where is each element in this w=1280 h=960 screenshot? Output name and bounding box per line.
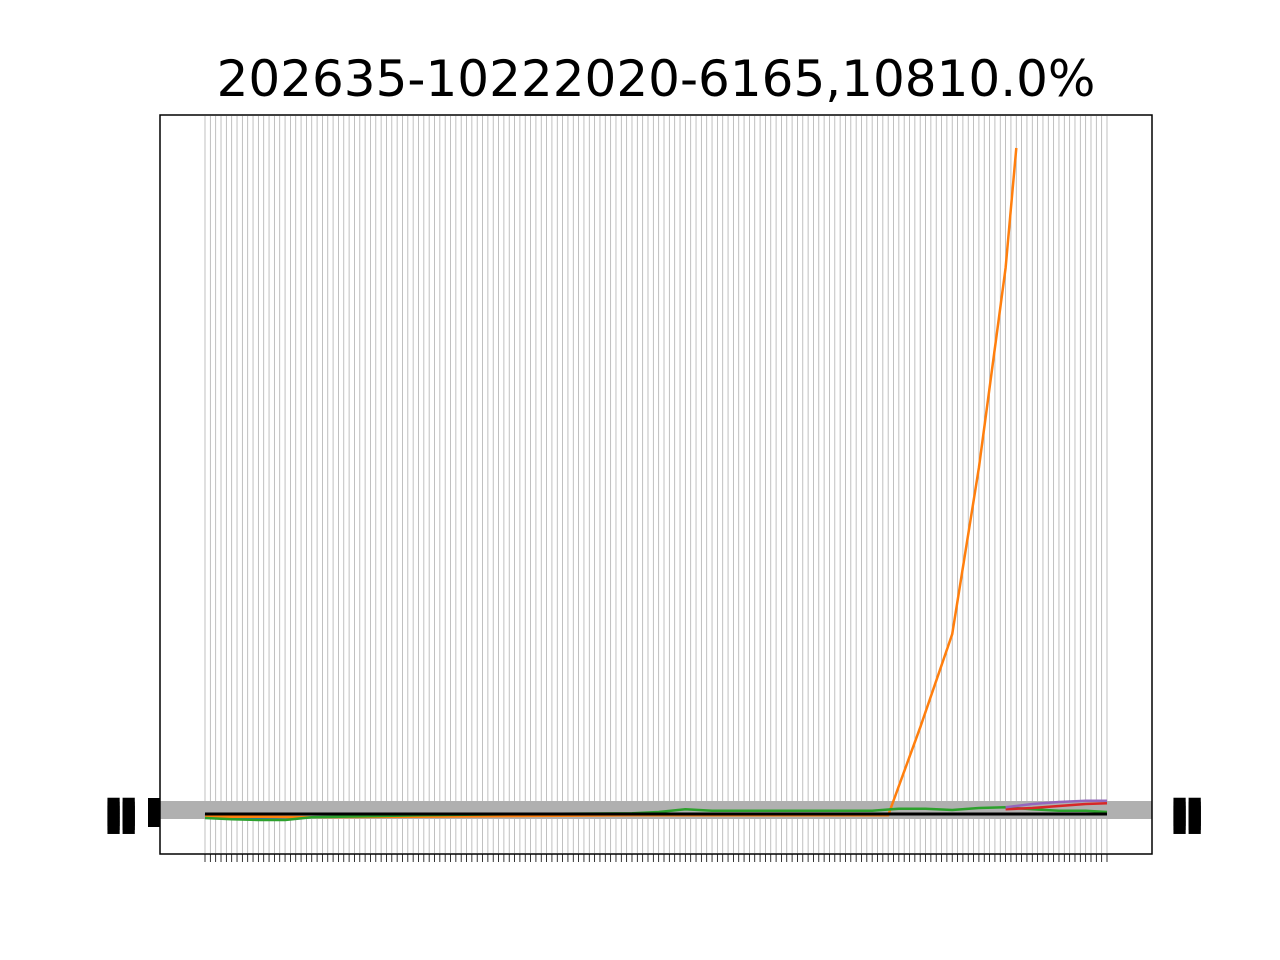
left-y-tick (148, 818, 160, 823)
series-group (204, 147, 1108, 822)
left-y-tick-label: ■■ (106, 813, 136, 832)
left-y-tick-label: ■■ (106, 805, 136, 824)
plot-frame (159, 114, 1153, 855)
chart-title: 202635-10222020-6165,10810.0% (216, 50, 1096, 108)
left-y-tick (148, 806, 160, 811)
left-y-tick-label: ■■ (106, 797, 136, 816)
right-y-tick-label: ■■ (1172, 801, 1202, 820)
x-tick-marks (204, 854, 1108, 862)
right-y-tick-labels: ■■■■■■■■■■■■■■ (1172, 793, 1202, 836)
left-y-tick-label: ■■ (106, 817, 136, 836)
x-gridlines (204, 116, 1108, 853)
right-y-tick-label: ■■ (1172, 809, 1202, 828)
series-line-4 (1005, 802, 1108, 811)
right-y-tick-label: ■■ (1172, 793, 1202, 812)
right-y-tick-label: ■■ (1172, 817, 1202, 836)
left-y-tick (148, 822, 160, 827)
left-y-tick (148, 814, 160, 819)
right-y-tick-label: ■■ (1172, 805, 1202, 824)
left-y-tick-label: ■■ (106, 809, 136, 828)
left-y-tick-label: ■■ (106, 793, 136, 812)
right-y-tick-label: ■■ (1172, 797, 1202, 816)
right-y-tick-label: ■■ (1172, 813, 1202, 832)
left-y-tick (148, 798, 160, 803)
left-y-tick-label: ■■ (106, 801, 136, 820)
left-y-tick (148, 802, 160, 807)
left-y-tick (148, 810, 160, 815)
left-y-tick-labels: ■■■■■■■■■■■■■■ (106, 793, 160, 836)
series-line-5 (1005, 799, 1107, 809)
